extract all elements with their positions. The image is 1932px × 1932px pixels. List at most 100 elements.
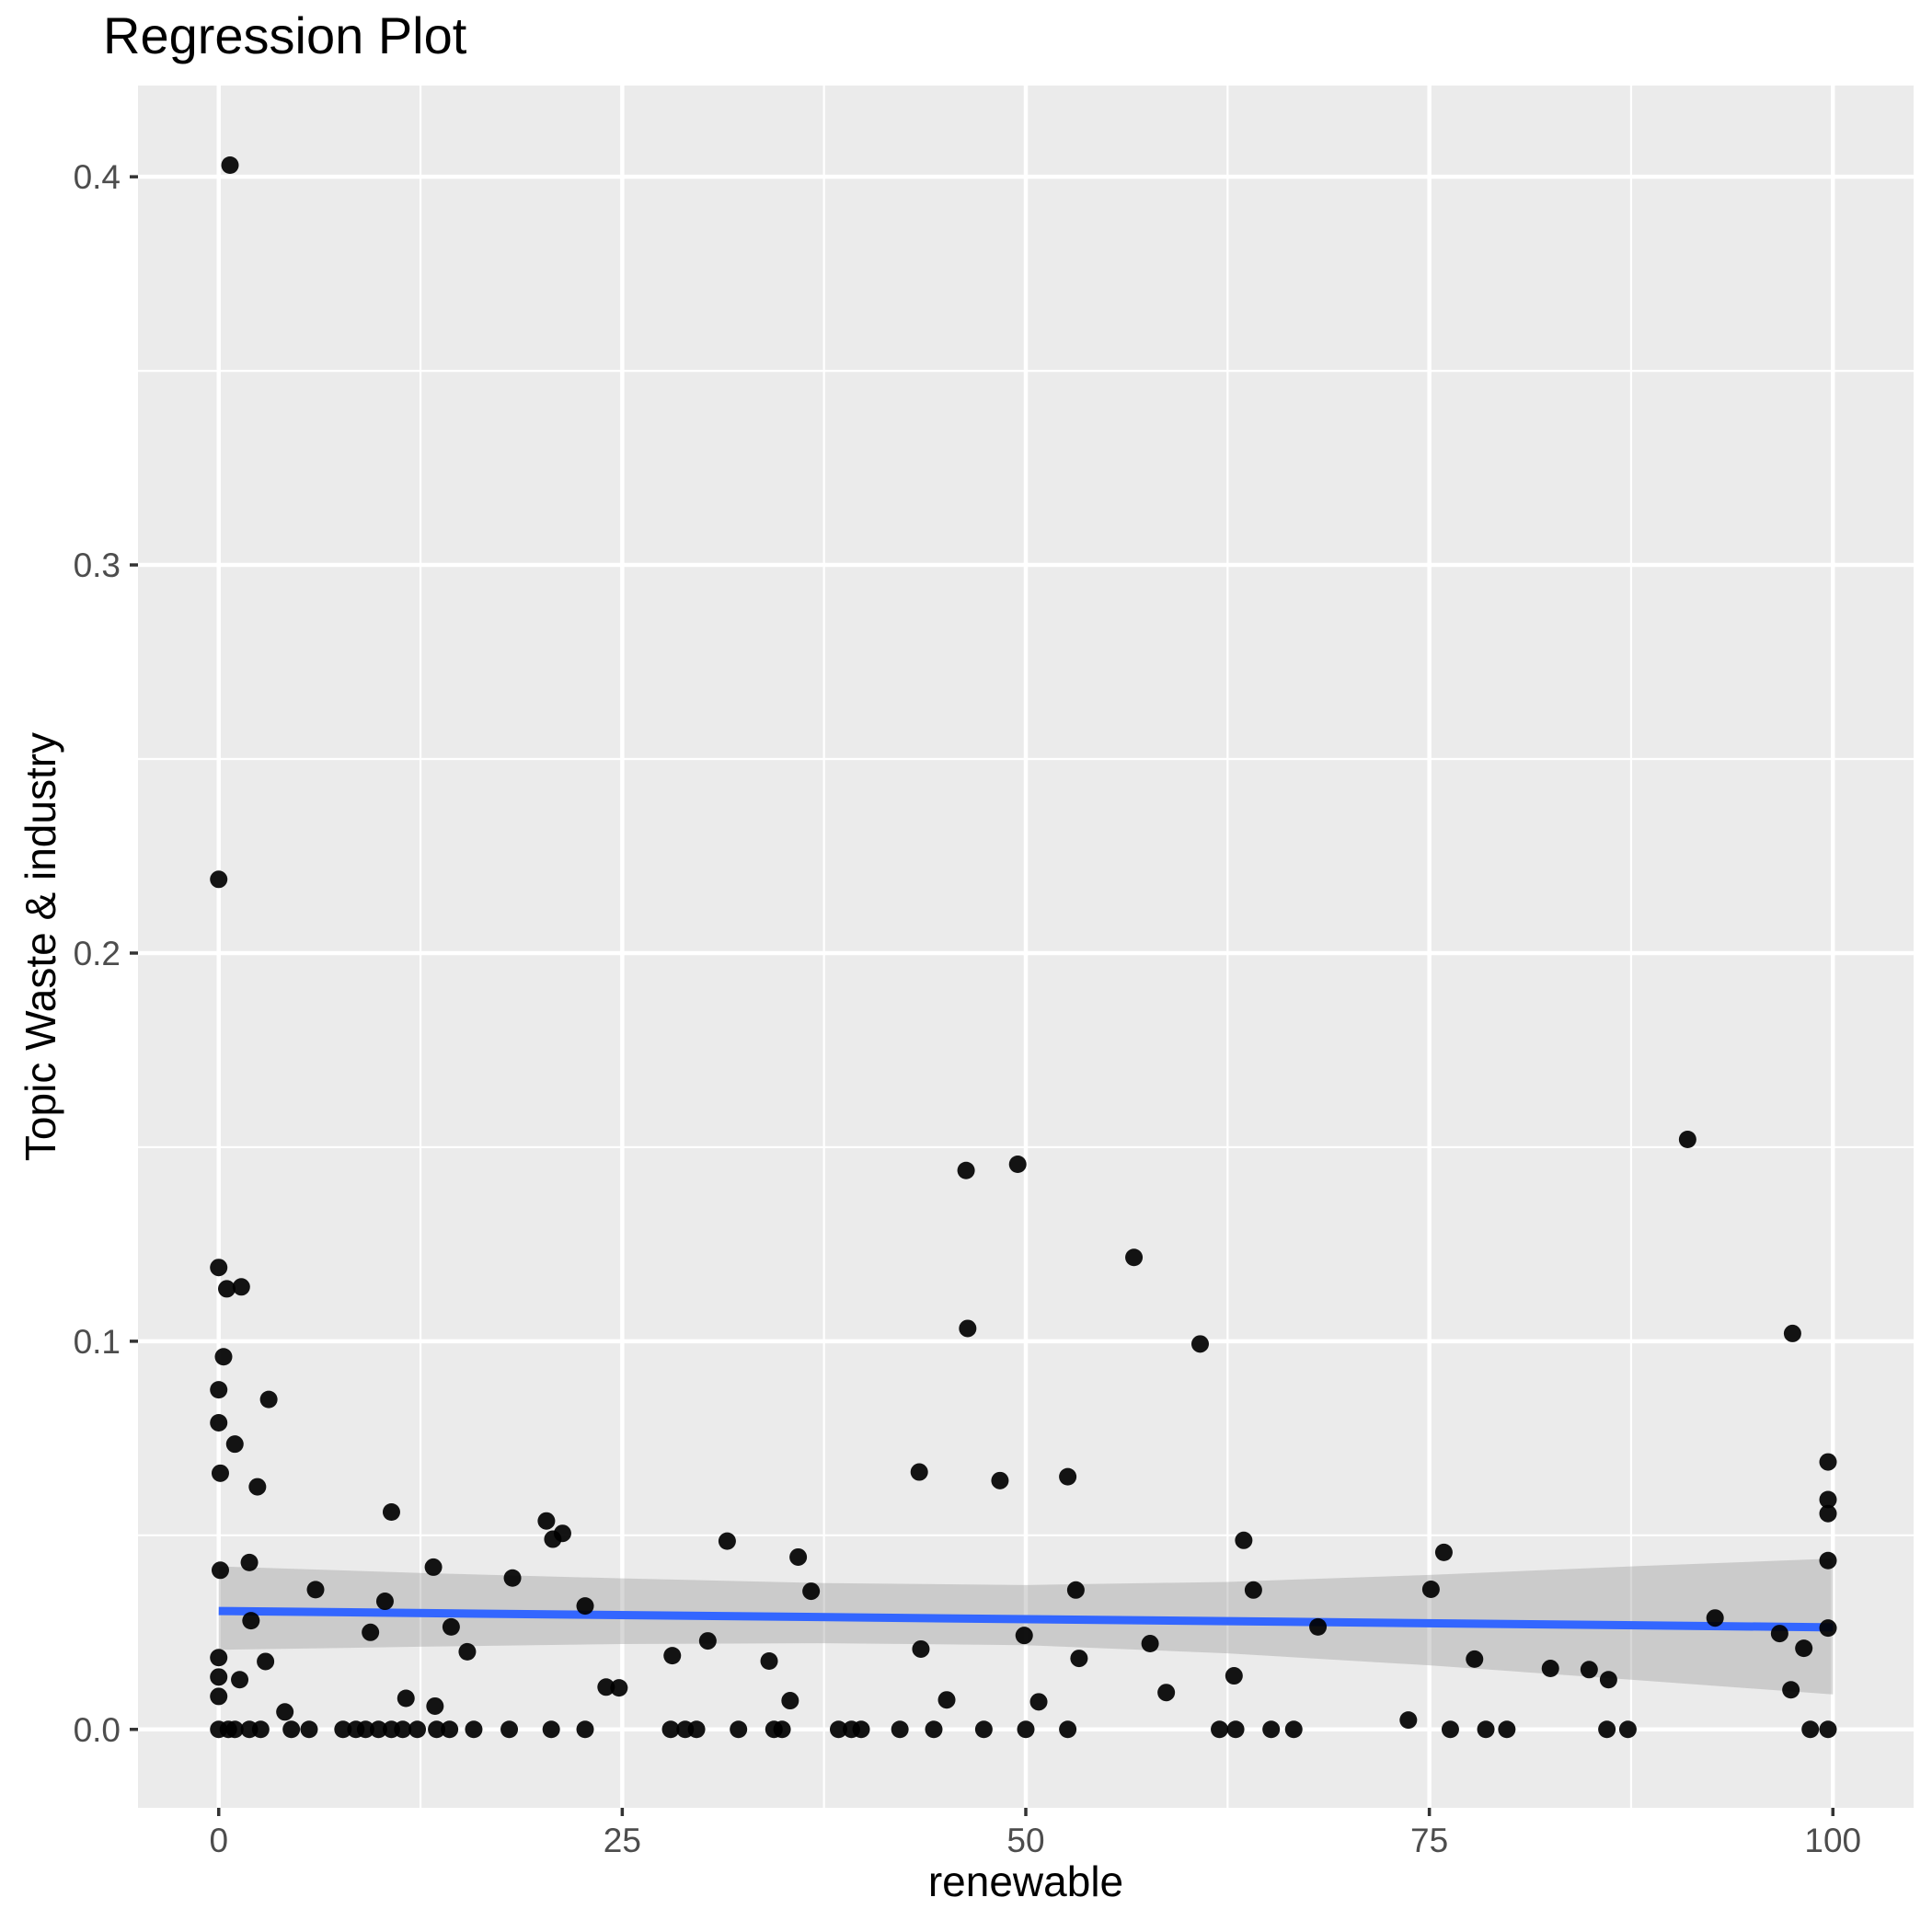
data-point bbox=[1580, 1661, 1598, 1679]
data-point bbox=[362, 1623, 380, 1641]
data-point bbox=[1284, 1720, 1303, 1739]
data-point bbox=[1795, 1639, 1813, 1658]
data-point bbox=[1225, 1667, 1243, 1685]
data-point bbox=[334, 1720, 352, 1739]
data-point bbox=[553, 1524, 571, 1543]
data-point bbox=[1008, 1155, 1027, 1173]
data-point bbox=[424, 1558, 443, 1576]
data-point bbox=[910, 1463, 928, 1481]
data-point bbox=[1190, 1335, 1209, 1353]
data-point bbox=[1141, 1635, 1159, 1653]
y-axis-tick-label: 0.0 bbox=[74, 1711, 121, 1749]
data-point bbox=[760, 1652, 778, 1671]
data-point bbox=[428, 1720, 446, 1739]
data-point bbox=[408, 1720, 427, 1739]
data-point bbox=[1157, 1684, 1176, 1702]
data-point bbox=[687, 1720, 706, 1739]
data-point bbox=[957, 1161, 975, 1179]
data-point bbox=[891, 1720, 909, 1739]
data-point bbox=[214, 1348, 233, 1366]
data-point bbox=[1235, 1531, 1253, 1549]
data-point bbox=[1029, 1693, 1048, 1711]
data-point bbox=[1399, 1711, 1418, 1730]
data-point bbox=[789, 1547, 808, 1566]
data-point bbox=[503, 1569, 522, 1587]
data-point bbox=[829, 1720, 847, 1739]
y-axis-tick-label: 0.2 bbox=[74, 935, 121, 972]
data-point bbox=[232, 1278, 250, 1296]
data-point bbox=[306, 1581, 325, 1599]
data-point bbox=[576, 1720, 594, 1739]
data-point bbox=[465, 1720, 483, 1739]
data-point bbox=[356, 1720, 374, 1739]
data-point bbox=[718, 1532, 736, 1550]
data-point bbox=[959, 1319, 977, 1338]
data-point bbox=[1244, 1581, 1262, 1599]
data-point bbox=[1706, 1609, 1724, 1627]
data-point bbox=[257, 1652, 275, 1671]
data-point bbox=[1618, 1720, 1637, 1739]
data-point bbox=[1309, 1617, 1328, 1636]
data-point bbox=[1262, 1720, 1281, 1739]
data-point bbox=[210, 1668, 228, 1686]
y-axis-title: Topic Waste & industry bbox=[17, 731, 64, 1162]
data-point bbox=[925, 1720, 943, 1739]
data-point bbox=[394, 1720, 412, 1739]
data-point bbox=[1434, 1543, 1453, 1561]
data-point bbox=[441, 1720, 459, 1739]
data-point bbox=[231, 1671, 249, 1689]
data-point bbox=[442, 1617, 460, 1636]
regression-line bbox=[218, 1606, 1834, 1632]
data-point bbox=[597, 1678, 615, 1696]
data-point bbox=[426, 1696, 444, 1715]
data-point bbox=[1125, 1248, 1144, 1267]
data-point bbox=[1066, 1581, 1085, 1599]
data-point bbox=[852, 1720, 870, 1739]
data-point bbox=[218, 1280, 236, 1298]
data-point bbox=[1441, 1720, 1459, 1739]
data-point bbox=[458, 1642, 477, 1661]
data-point bbox=[1059, 1720, 1077, 1739]
data-point bbox=[1819, 1720, 1837, 1739]
data-point bbox=[225, 1720, 244, 1739]
data-point bbox=[225, 1435, 244, 1454]
data-point bbox=[251, 1720, 270, 1739]
data-point bbox=[300, 1720, 318, 1739]
x-axis-tick-label: 25 bbox=[604, 1822, 641, 1859]
data-point bbox=[730, 1720, 748, 1739]
data-point bbox=[698, 1632, 717, 1650]
data-point bbox=[542, 1720, 560, 1739]
x-axis-tick-label: 50 bbox=[1006, 1822, 1044, 1859]
data-point bbox=[1783, 1324, 1801, 1342]
data-point bbox=[210, 1649, 228, 1667]
data-point bbox=[937, 1691, 956, 1709]
data-point bbox=[1226, 1720, 1245, 1739]
data-point bbox=[781, 1692, 799, 1710]
data-point bbox=[663, 1647, 682, 1665]
data-point bbox=[1541, 1660, 1559, 1678]
data-point bbox=[242, 1612, 260, 1630]
data-point bbox=[1421, 1580, 1440, 1598]
data-point bbox=[1498, 1720, 1516, 1739]
data-point bbox=[259, 1390, 278, 1409]
data-point bbox=[282, 1720, 301, 1739]
y-axis-tick-label: 0.3 bbox=[74, 546, 121, 584]
data-point bbox=[211, 1464, 229, 1482]
data-point bbox=[397, 1689, 415, 1708]
data-point bbox=[382, 1503, 400, 1522]
data-point bbox=[211, 1561, 229, 1580]
data-point bbox=[1819, 1619, 1837, 1638]
data-point bbox=[802, 1582, 821, 1601]
data-point bbox=[912, 1639, 930, 1658]
data-point bbox=[210, 870, 228, 889]
y-axis-tick-label: 0.1 bbox=[74, 1323, 121, 1361]
data-point bbox=[210, 1413, 228, 1432]
data-point bbox=[210, 1259, 228, 1277]
data-point bbox=[1599, 1671, 1617, 1689]
x-axis-title: renewable bbox=[927, 1857, 1124, 1905]
data-point bbox=[1017, 1720, 1035, 1739]
data-point bbox=[773, 1720, 791, 1739]
data-point bbox=[1678, 1130, 1696, 1148]
data-point bbox=[974, 1720, 993, 1739]
